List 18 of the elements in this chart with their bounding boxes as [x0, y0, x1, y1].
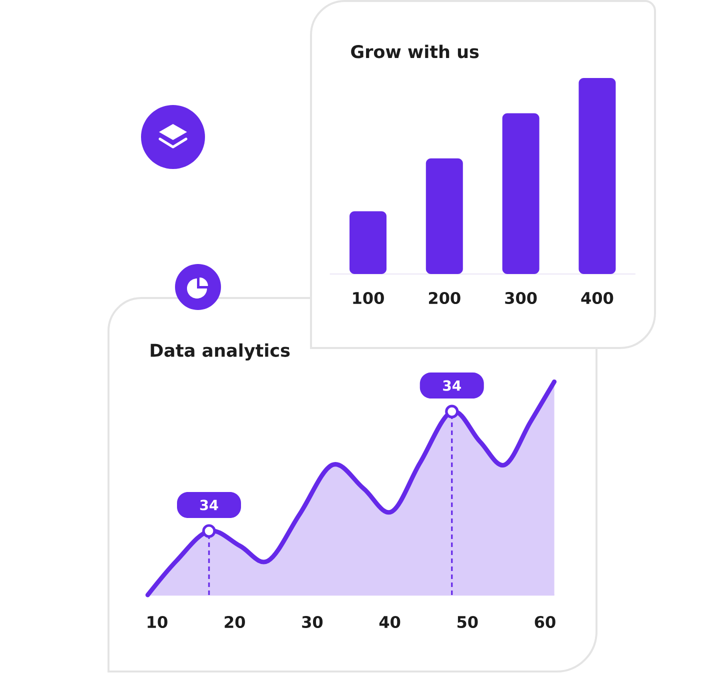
x-tick-label: 40 [379, 616, 400, 628]
x-tick-label: 200 [428, 292, 460, 304]
chart-title: Data analytics [150, 343, 290, 360]
bar [502, 113, 540, 274]
bar [426, 158, 463, 274]
chart-title: Grow with us [351, 44, 479, 58]
x-tick-label: 400 [581, 292, 614, 304]
bar [578, 78, 616, 274]
x-tick-label: 300 [505, 292, 537, 304]
annotation: 34 [200, 500, 218, 510]
x-tick-label: 20 [224, 616, 245, 628]
x-tick-label: 60 [534, 616, 556, 628]
x-tick-label: 50 [458, 616, 478, 628]
x-tick-label: 100 [353, 292, 384, 304]
x-tick-label: 30 [302, 616, 323, 628]
annotation: 34 [443, 380, 461, 391]
bar [350, 211, 387, 274]
x-tick-label: 10 [148, 616, 168, 628]
